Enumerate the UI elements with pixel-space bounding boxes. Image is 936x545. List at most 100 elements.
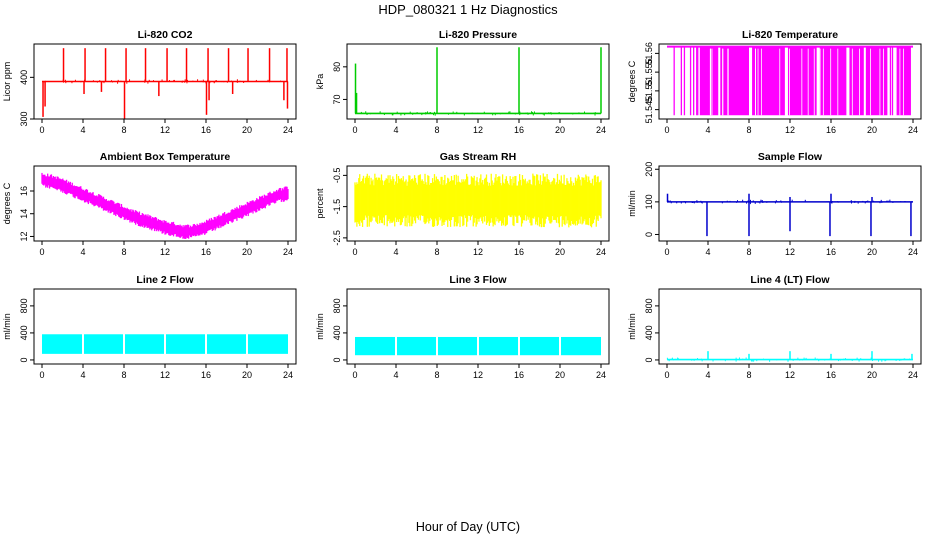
x-tick-label: 20: [555, 247, 565, 257]
y-tick-label: 51.555: [644, 58, 654, 86]
x-tick-label: 4: [393, 247, 398, 257]
panel-3-series: [667, 45, 913, 116]
x-tick-label: 12: [473, 247, 483, 257]
x-tick-label: 4: [705, 125, 710, 135]
x-tick-label: 16: [514, 125, 524, 135]
x-tick-label: 0: [39, 370, 44, 380]
panel-7-ylabel: ml/min: [2, 313, 12, 340]
panel-5: Gas Stream RH 0 4 8 12 16 20 24 -2.5 -1.5 -0.5 perc…: [315, 151, 610, 257]
y-tick-label: 51.56: [644, 42, 654, 65]
x-tick-label: 4: [393, 125, 398, 135]
x-tick-label: 20: [555, 125, 565, 135]
panel-6-series: [666, 193, 913, 237]
panel-1-ylabel: Licor ppm: [2, 62, 12, 102]
y-tick-label: 0: [644, 232, 654, 237]
x-tick-label: 8: [746, 370, 751, 380]
panel-8-ylabel: ml/min: [315, 313, 325, 340]
series-band-segment: [248, 334, 288, 354]
x-tick-label: 0: [664, 370, 669, 380]
x-tick-label: 24: [908, 125, 918, 135]
series-band-segment: [42, 334, 82, 354]
y-tick-label: 0: [644, 357, 654, 362]
y-tick-label: 51.55: [644, 80, 654, 103]
y-tick-label: 200: [644, 162, 654, 177]
x-tick-label: 8: [121, 125, 126, 135]
x-tick-label: 24: [908, 247, 918, 257]
x-tick-label: 16: [201, 125, 211, 135]
panel-2-title: Li-820 Pressure: [439, 29, 517, 41]
x-tick-label: 20: [867, 125, 877, 135]
y-tick-label: 400: [644, 325, 654, 340]
x-tick-label: 24: [908, 370, 918, 380]
series-band-segment: [520, 336, 559, 356]
series-band-segment: [397, 336, 436, 356]
panel-9-ylabel: ml/min: [627, 313, 637, 340]
y-tick-label: 300: [19, 111, 29, 126]
x-tick-label: 20: [867, 247, 877, 257]
y-tick-label: 400: [19, 325, 29, 340]
x-axis-title: Hour of Day (UTC): [416, 520, 520, 534]
y-tick-label: 80: [332, 62, 342, 72]
y-tick-label: 800: [19, 298, 29, 313]
x-tick-label: 20: [555, 370, 565, 380]
x-tick-label: 12: [785, 125, 795, 135]
x-tick-label: 24: [283, 370, 293, 380]
series-dense-block: [849, 46, 864, 116]
x-tick-label: 0: [39, 125, 44, 135]
x-tick-label: 12: [473, 125, 483, 135]
x-tick-label: 16: [826, 370, 836, 380]
panel-1: Li-820 CO2 0 4 8 12 16 20 24 300 400 Licor ppm: [2, 29, 297, 135]
y-tick-label: 70: [332, 94, 342, 104]
panel-2-series: [354, 47, 602, 116]
panel-7-series: [42, 334, 288, 354]
x-tick-label: 4: [80, 125, 85, 135]
series-dense-block: [865, 46, 888, 116]
panel-1-title: Li-820 CO2: [138, 29, 193, 41]
panel-5-title: Gas Stream RH: [440, 151, 516, 163]
x-tick-label: 8: [746, 247, 751, 257]
panel-8: Line 3 Flow 0 4 8 12 16 20 24 0 400 800 ml/min: [315, 274, 610, 380]
x-tick-label: 20: [242, 247, 252, 257]
x-tick-label: 8: [746, 125, 751, 135]
x-tick-label: 12: [160, 247, 170, 257]
x-tick-label: 4: [80, 370, 85, 380]
y-tick-label: -1.5: [332, 199, 342, 215]
y-tick-label: 800: [644, 298, 654, 313]
panel-9-series: [666, 351, 913, 362]
x-tick-label: 4: [705, 370, 710, 380]
x-tick-label: 16: [201, 370, 211, 380]
y-tick-label: 0: [332, 357, 342, 362]
series-band-segment: [125, 334, 164, 354]
x-tick-label: 8: [121, 370, 126, 380]
x-tick-label: 12: [785, 247, 795, 257]
x-tick-label: 0: [352, 247, 357, 257]
x-tick-label: 8: [121, 247, 126, 257]
y-tick-label: 14: [19, 209, 29, 219]
x-tick-label: 16: [826, 247, 836, 257]
series-dense-block: [720, 46, 749, 116]
panel-4-series: [41, 172, 289, 239]
y-tick-label: 0: [19, 357, 29, 362]
figure-title: HDP_080321 1 Hz Diagnostics: [378, 2, 558, 17]
x-tick-label: 8: [434, 370, 439, 380]
x-tick-label: 4: [80, 247, 85, 257]
panel-5-ylabel: percent: [315, 188, 325, 219]
x-tick-label: 24: [596, 370, 606, 380]
y-tick-label: -2.5: [332, 230, 342, 246]
y-tick-label: 100: [644, 194, 654, 209]
panel-4-ylabel: degrees C: [2, 182, 12, 224]
panel-8-title: Line 3 Flow: [449, 274, 507, 286]
x-tick-label: 0: [39, 247, 44, 257]
panel-7-title: Line 2 Flow: [136, 274, 194, 286]
series-dense-block: [787, 46, 817, 116]
x-tick-label: 0: [664, 125, 669, 135]
x-tick-label: 20: [242, 370, 252, 380]
panel-5-series: [354, 173, 602, 228]
x-tick-label: 24: [596, 247, 606, 257]
panel-9-title: Line 4 (LT) Flow: [750, 274, 830, 286]
x-tick-label: 12: [160, 125, 170, 135]
x-tick-label: 12: [785, 370, 795, 380]
